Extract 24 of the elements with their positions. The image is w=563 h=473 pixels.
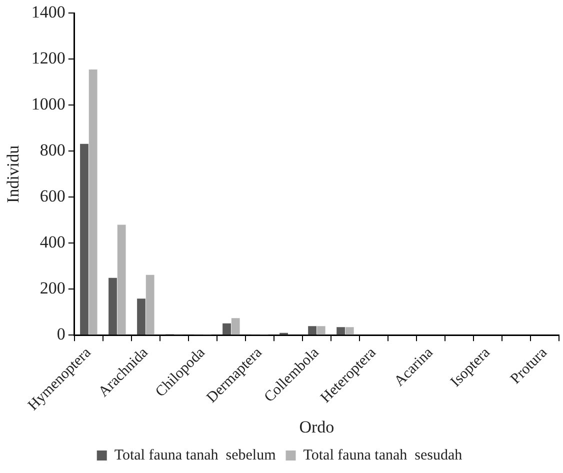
y-tick-label: 1200 (31, 48, 66, 68)
y-axis-title: Individu (4, 144, 23, 203)
legend-label: Total fauna tanah sesudah (303, 447, 463, 464)
x-axis-title: Ordo (299, 417, 334, 436)
bar (88, 70, 98, 335)
y-tick-label: 0 (56, 324, 66, 344)
bar (231, 318, 240, 335)
y-tick-label: 600 (40, 186, 66, 206)
bar (137, 298, 146, 335)
bar (146, 274, 154, 335)
bar (80, 144, 88, 335)
bar (308, 326, 316, 335)
y-tick-label: 800 (40, 140, 66, 160)
bar (316, 326, 326, 335)
bar (108, 278, 117, 335)
bar (222, 323, 231, 335)
bar (336, 327, 345, 335)
y-tick-label: 200 (40, 278, 66, 298)
y-tick-label: 1400 (31, 2, 66, 22)
legend-label: Total fauna tanah sebelum (114, 447, 276, 464)
y-tick-label: 400 (40, 232, 66, 252)
bar (345, 327, 354, 335)
bar (117, 224, 126, 335)
y-tick-label: 1000 (31, 94, 66, 114)
